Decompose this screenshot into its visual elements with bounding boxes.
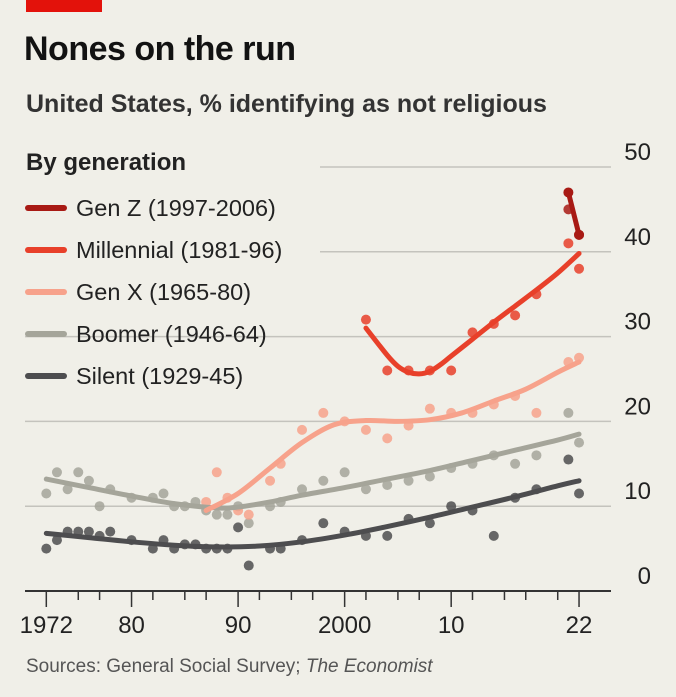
data-point <box>574 437 585 448</box>
grid-lines <box>25 166 611 507</box>
source-note: Sources: General Social Survey; The Econ… <box>26 656 433 678</box>
data-point <box>62 484 73 495</box>
y-tick-label-40: 40 <box>624 224 651 251</box>
data-point <box>446 501 457 512</box>
data-point <box>382 530 393 541</box>
data-point <box>446 365 457 376</box>
chart-title: Nones on the run <box>24 30 296 68</box>
data-point <box>158 488 169 499</box>
data-point <box>424 403 435 414</box>
data-point <box>574 488 585 499</box>
data-point <box>243 509 254 520</box>
legend-title: By generation <box>26 149 186 176</box>
trend-end-point <box>574 229 585 240</box>
data-point <box>510 458 521 469</box>
data-point <box>382 480 393 490</box>
source-text: Sources: General Social Survey; <box>26 656 306 677</box>
x-axis: 1972 80 90 2000 10 22 <box>20 590 611 639</box>
x-tick-label-90: 90 <box>225 612 252 639</box>
data-point <box>318 475 329 486</box>
data-point <box>243 560 254 571</box>
trend-line <box>203 359 582 513</box>
trend-end-point <box>563 187 574 198</box>
data-point <box>318 407 329 418</box>
data-point <box>222 509 233 520</box>
data-point <box>51 535 62 546</box>
data-point <box>563 407 574 418</box>
data-point <box>563 238 574 249</box>
data-point <box>318 518 329 529</box>
trend-lines <box>43 187 585 550</box>
data-point <box>201 496 212 507</box>
data-point <box>83 526 94 537</box>
data-point <box>488 530 499 541</box>
data-point <box>531 407 542 418</box>
legend-label: Gen X (1965-80) <box>76 279 251 305</box>
data-point <box>41 488 52 499</box>
data-point <box>51 467 62 478</box>
data-point <box>243 518 254 529</box>
data-point <box>41 543 52 554</box>
data-point <box>574 352 585 363</box>
trend-line <box>565 189 582 238</box>
legend-label: Boomer (1946-64) <box>76 321 267 347</box>
legend-label: Millennial (1981-96) <box>76 237 282 263</box>
data-point <box>360 424 371 435</box>
data-point <box>510 310 521 321</box>
data-point <box>94 501 105 512</box>
legend: By generation Gen Z (1997-2006) Millennial… <box>25 149 282 389</box>
data-point <box>297 424 308 435</box>
y-axis-ticks: 0 10 20 30 40 50 <box>624 139 651 590</box>
data-point <box>339 467 350 478</box>
trend-line <box>43 478 582 550</box>
data-point <box>403 475 414 486</box>
data-point <box>382 365 393 376</box>
data-point <box>424 518 435 529</box>
data-point <box>83 475 94 486</box>
x-tick-label-1972: 1972 <box>20 612 73 639</box>
x-tick-label-10: 10 <box>438 612 465 639</box>
brand-tag <box>26 0 102 12</box>
data-point <box>382 433 393 444</box>
y-tick-label-20: 20 <box>624 393 651 420</box>
y-tick-label-30: 30 <box>624 309 651 336</box>
legend-label: Silent (1929-45) <box>76 363 243 389</box>
chart-subtitle: United States, % identifying as not reli… <box>26 90 547 118</box>
source-publication: The Economist <box>305 656 433 677</box>
data-point <box>563 454 574 465</box>
data-point <box>531 450 542 461</box>
x-tick-label-2000: 2000 <box>318 612 371 639</box>
data-point <box>424 471 435 482</box>
data-point <box>105 526 116 537</box>
trend-line <box>43 431 582 511</box>
data-point <box>233 522 244 533</box>
data-point <box>360 314 371 325</box>
y-tick-label-0: 0 <box>638 563 651 590</box>
data-point <box>574 263 585 274</box>
data-point <box>265 475 276 486</box>
data-point <box>360 484 371 495</box>
y-tick-label-50: 50 <box>624 139 651 166</box>
trend-line <box>363 250 582 377</box>
legend-label: Gen Z (1997-2006) <box>76 195 276 221</box>
x-tick-label-22: 22 <box>566 612 593 639</box>
data-point <box>73 467 84 478</box>
data-point <box>211 509 222 520</box>
data-point <box>297 484 308 495</box>
y-tick-label-10: 10 <box>624 478 651 505</box>
data-point <box>211 467 222 478</box>
x-tick-label-80: 80 <box>118 612 145 639</box>
